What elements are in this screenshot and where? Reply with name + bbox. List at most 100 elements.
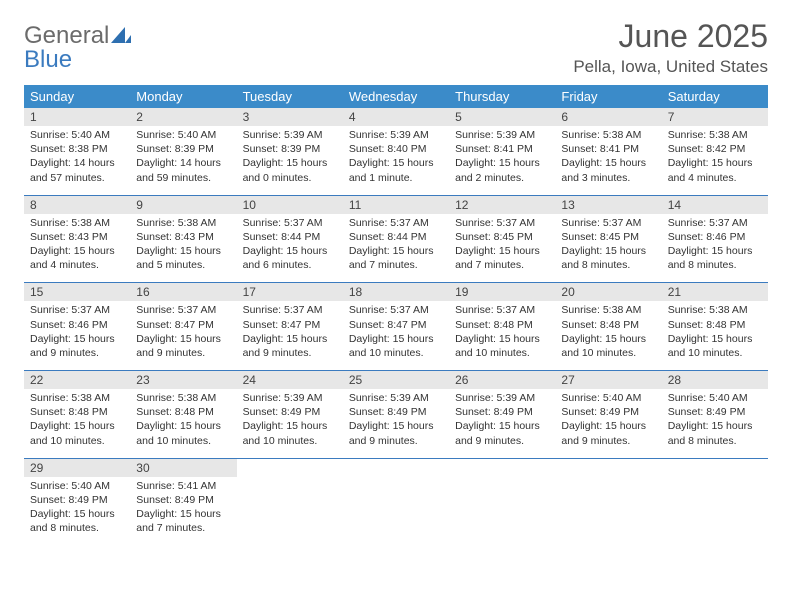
- calendar-body: 1234567Sunrise: 5:40 AMSunset: 8:38 PMDa…: [24, 108, 768, 545]
- day-info-cell: Sunrise: 5:38 AMSunset: 8:48 PMDaylight:…: [24, 389, 130, 458]
- day-info-cell: Sunrise: 5:40 AMSunset: 8:38 PMDaylight:…: [24, 126, 130, 195]
- day-number-row: 1234567: [24, 108, 768, 126]
- day-number-cell: 1: [24, 108, 130, 126]
- day-info-cell: [237, 477, 343, 546]
- day-info-row: Sunrise: 5:40 AMSunset: 8:38 PMDaylight:…: [24, 126, 768, 195]
- logo-word-1: General: [24, 22, 109, 49]
- day-number-cell: 18: [343, 283, 449, 301]
- logo-sail-icon: [111, 30, 131, 47]
- logo-word-2: Blue: [24, 46, 72, 73]
- day-info-cell: Sunrise: 5:37 AMSunset: 8:47 PMDaylight:…: [237, 301, 343, 370]
- day-number-row: 891011121314: [24, 196, 768, 214]
- day-number-cell: 16: [130, 283, 236, 301]
- weekday-header: Saturday: [662, 85, 768, 108]
- weekday-header-row: Sunday Monday Tuesday Wednesday Thursday…: [24, 85, 768, 108]
- title-block: June 2025 Pella, Iowa, United States: [573, 18, 768, 77]
- day-info-cell: Sunrise: 5:38 AMSunset: 8:42 PMDaylight:…: [662, 126, 768, 195]
- day-number-cell: [343, 459, 449, 477]
- day-info-cell: Sunrise: 5:39 AMSunset: 8:49 PMDaylight:…: [343, 389, 449, 458]
- weekday-header: Friday: [555, 85, 661, 108]
- day-number-cell: 25: [343, 371, 449, 389]
- weekday-header: Thursday: [449, 85, 555, 108]
- day-number-cell: 29: [24, 459, 130, 477]
- location-text: Pella, Iowa, United States: [573, 57, 768, 77]
- day-number-cell: 9: [130, 196, 236, 214]
- calendar-page: General Blue June 2025 Pella, Iowa, Unit…: [0, 0, 792, 563]
- day-info-cell: Sunrise: 5:38 AMSunset: 8:43 PMDaylight:…: [24, 214, 130, 283]
- day-number-cell: 19: [449, 283, 555, 301]
- day-number-cell: [449, 459, 555, 477]
- day-number-cell: [662, 459, 768, 477]
- day-info-cell: Sunrise: 5:37 AMSunset: 8:46 PMDaylight:…: [24, 301, 130, 370]
- day-number-cell: 22: [24, 371, 130, 389]
- day-info-cell: Sunrise: 5:37 AMSunset: 8:47 PMDaylight:…: [130, 301, 236, 370]
- logo-text: General Blue: [24, 24, 131, 72]
- day-number-cell: 26: [449, 371, 555, 389]
- day-info-cell: Sunrise: 5:38 AMSunset: 8:48 PMDaylight:…: [662, 301, 768, 370]
- day-number-cell: 3: [237, 108, 343, 126]
- day-number-row: 2930: [24, 459, 768, 477]
- weekday-header: Monday: [130, 85, 236, 108]
- day-number-cell: 8: [24, 196, 130, 214]
- day-info-cell: [343, 477, 449, 546]
- day-number-cell: [237, 459, 343, 477]
- day-info-cell: Sunrise: 5:37 AMSunset: 8:48 PMDaylight:…: [449, 301, 555, 370]
- day-info-cell: [555, 477, 661, 546]
- day-info-cell: Sunrise: 5:38 AMSunset: 8:43 PMDaylight:…: [130, 214, 236, 283]
- day-number-row: 15161718192021: [24, 283, 768, 301]
- day-info-row: Sunrise: 5:38 AMSunset: 8:43 PMDaylight:…: [24, 214, 768, 283]
- day-number-cell: 6: [555, 108, 661, 126]
- day-number-cell: 20: [555, 283, 661, 301]
- day-info-cell: Sunrise: 5:41 AMSunset: 8:49 PMDaylight:…: [130, 477, 236, 546]
- day-number-cell: 28: [662, 371, 768, 389]
- day-info-cell: Sunrise: 5:39 AMSunset: 8:41 PMDaylight:…: [449, 126, 555, 195]
- weekday-header: Tuesday: [237, 85, 343, 108]
- day-info-cell: Sunrise: 5:38 AMSunset: 8:48 PMDaylight:…: [130, 389, 236, 458]
- day-info-cell: Sunrise: 5:40 AMSunset: 8:49 PMDaylight:…: [662, 389, 768, 458]
- day-number-cell: [555, 459, 661, 477]
- day-info-cell: Sunrise: 5:37 AMSunset: 8:46 PMDaylight:…: [662, 214, 768, 283]
- day-info-cell: Sunrise: 5:37 AMSunset: 8:45 PMDaylight:…: [449, 214, 555, 283]
- day-info-cell: [662, 477, 768, 546]
- day-number-cell: 17: [237, 283, 343, 301]
- day-number-cell: 30: [130, 459, 236, 477]
- logo: General Blue: [24, 24, 131, 72]
- day-info-row: Sunrise: 5:40 AMSunset: 8:49 PMDaylight:…: [24, 477, 768, 546]
- day-info-cell: Sunrise: 5:37 AMSunset: 8:44 PMDaylight:…: [237, 214, 343, 283]
- day-info-cell: Sunrise: 5:38 AMSunset: 8:41 PMDaylight:…: [555, 126, 661, 195]
- day-number-cell: 11: [343, 196, 449, 214]
- day-info-row: Sunrise: 5:37 AMSunset: 8:46 PMDaylight:…: [24, 301, 768, 370]
- day-info-cell: Sunrise: 5:37 AMSunset: 8:47 PMDaylight:…: [343, 301, 449, 370]
- day-number-cell: 15: [24, 283, 130, 301]
- day-number-cell: 24: [237, 371, 343, 389]
- day-number-cell: 7: [662, 108, 768, 126]
- day-number-cell: 27: [555, 371, 661, 389]
- day-number-cell: 14: [662, 196, 768, 214]
- day-info-cell: Sunrise: 5:37 AMSunset: 8:45 PMDaylight:…: [555, 214, 661, 283]
- day-info-cell: Sunrise: 5:39 AMSunset: 8:39 PMDaylight:…: [237, 126, 343, 195]
- day-info-cell: Sunrise: 5:40 AMSunset: 8:39 PMDaylight:…: [130, 126, 236, 195]
- day-info-cell: Sunrise: 5:38 AMSunset: 8:48 PMDaylight:…: [555, 301, 661, 370]
- month-title: June 2025: [573, 18, 768, 55]
- day-info-row: Sunrise: 5:38 AMSunset: 8:48 PMDaylight:…: [24, 389, 768, 458]
- header: General Blue June 2025 Pella, Iowa, Unit…: [24, 18, 768, 77]
- day-info-cell: [449, 477, 555, 546]
- day-info-cell: Sunrise: 5:39 AMSunset: 8:40 PMDaylight:…: [343, 126, 449, 195]
- weekday-header: Sunday: [24, 85, 130, 108]
- day-number-cell: 10: [237, 196, 343, 214]
- day-number-cell: 2: [130, 108, 236, 126]
- day-info-cell: Sunrise: 5:37 AMSunset: 8:44 PMDaylight:…: [343, 214, 449, 283]
- calendar-table: Sunday Monday Tuesday Wednesday Thursday…: [24, 85, 768, 545]
- day-number-cell: 4: [343, 108, 449, 126]
- day-number-cell: 21: [662, 283, 768, 301]
- day-number-row: 22232425262728: [24, 371, 768, 389]
- day-info-cell: Sunrise: 5:40 AMSunset: 8:49 PMDaylight:…: [24, 477, 130, 546]
- day-info-cell: Sunrise: 5:40 AMSunset: 8:49 PMDaylight:…: [555, 389, 661, 458]
- weekday-header: Wednesday: [343, 85, 449, 108]
- day-number-cell: 5: [449, 108, 555, 126]
- day-number-cell: 13: [555, 196, 661, 214]
- day-info-cell: Sunrise: 5:39 AMSunset: 8:49 PMDaylight:…: [449, 389, 555, 458]
- day-number-cell: 23: [130, 371, 236, 389]
- day-number-cell: 12: [449, 196, 555, 214]
- day-info-cell: Sunrise: 5:39 AMSunset: 8:49 PMDaylight:…: [237, 389, 343, 458]
